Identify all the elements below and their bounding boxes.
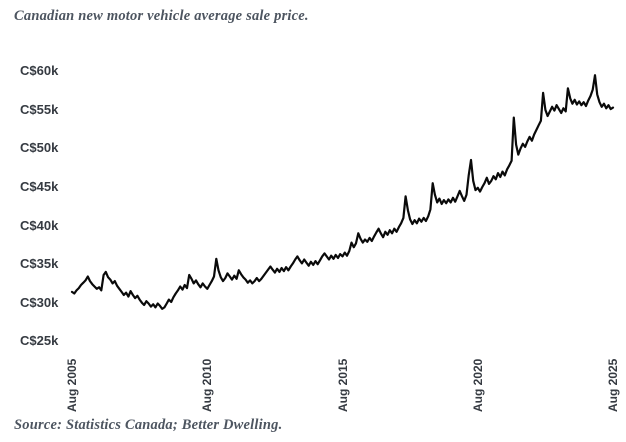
y-axis-tick-label: C$50k [20, 140, 59, 156]
y-axis-tick-label: C$35k [20, 256, 59, 272]
y-axis-tick-label: C$60k [20, 63, 59, 79]
y-axis-tick-label: C$30k [20, 294, 59, 310]
x-axis-tick-label: Aug 2005 [65, 358, 79, 412]
y-axis-tick-label: C$40k [20, 217, 59, 233]
chart-title: Canadian new motor vehicle average sale … [14, 8, 309, 24]
source-note: Source: Statistics Canada; Better Dwelli… [14, 417, 283, 433]
x-axis-tick-label: Aug 2010 [200, 358, 215, 412]
x-axis-tick-label: Aug 2020 [470, 358, 485, 412]
y-axis-tick-label: C$25k [20, 333, 59, 349]
x-axis-tick-label: Aug 2015 [335, 358, 350, 412]
x-axis-tick-label: Aug 2025 [606, 358, 620, 412]
y-axis-tick-label: C$55k [20, 101, 59, 117]
price-line-series [70, 74, 615, 310]
y-axis-tick-label: C$45k [20, 179, 59, 194]
